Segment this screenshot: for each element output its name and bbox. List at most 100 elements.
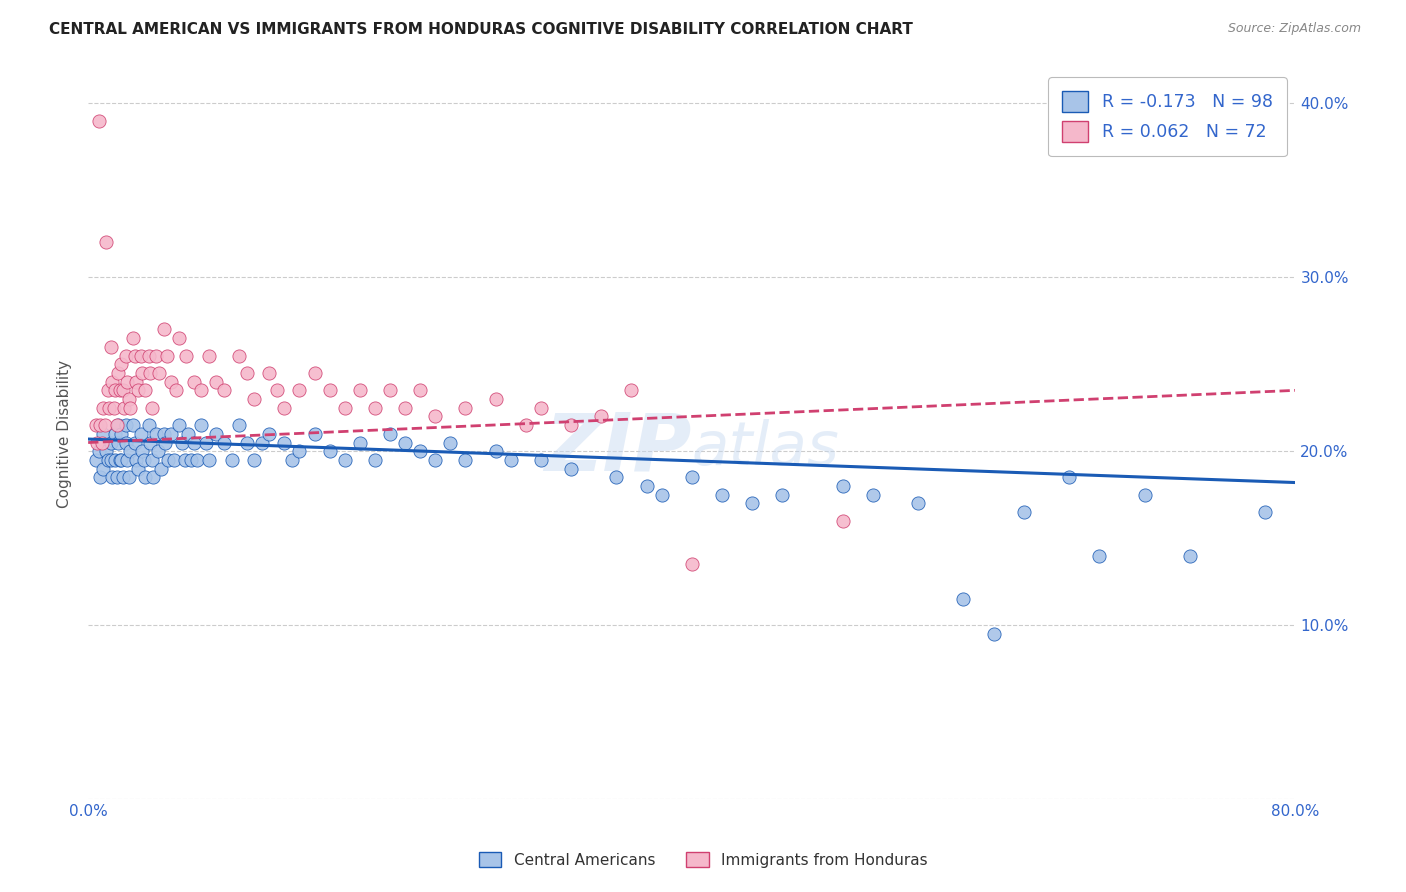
Point [132,453,155,467]
Point [454,453,477,467]
Point [485,444,508,458]
Point [122,331,145,345]
Point [266,384,288,398]
Point [198,453,221,467]
Point [120,401,142,415]
Point [110,426,132,441]
Point [167,331,190,345]
Point [183,435,205,450]
Point [681,470,703,484]
Point [96,444,118,458]
Point [107,366,129,380]
Point [228,418,250,433]
Point [111,384,134,398]
Point [1178,549,1201,563]
Point [87,444,110,458]
Point [117,375,139,389]
Point [177,426,200,441]
Point [831,479,853,493]
Point [125,375,148,389]
Point [100,453,122,467]
Text: Source: ZipAtlas.com: Source: ZipAtlas.com [1227,22,1361,36]
Point [318,384,340,398]
Point [139,435,162,450]
Point [485,392,508,406]
Point [180,453,202,467]
Point [205,375,228,389]
Point [157,453,180,467]
Point [160,375,183,389]
Point [273,435,295,450]
Point [1254,505,1277,519]
Point [174,349,197,363]
Point [91,461,114,475]
Point [141,401,163,415]
Point [105,470,128,484]
Point [228,349,250,363]
Point [243,453,266,467]
Point [97,384,120,398]
Point [304,426,326,441]
Point [120,444,142,458]
Point [439,435,461,450]
Point [304,366,326,380]
Point [257,426,280,441]
Point [145,349,167,363]
Point [110,453,132,467]
Point [1012,505,1035,519]
Point [364,453,387,467]
Point [257,366,280,380]
Point [118,470,141,484]
Point [97,453,120,467]
Point [394,435,416,450]
Y-axis label: Cognitive Disability: Cognitive Disability [58,359,72,508]
Point [131,366,153,380]
Point [530,401,553,415]
Point [163,453,186,467]
Point [101,470,124,484]
Point [273,401,295,415]
Point [112,401,135,415]
Point [91,401,114,415]
Point [560,461,582,475]
Point [515,418,537,433]
Point [190,384,212,398]
Point [91,426,114,441]
Point [152,322,174,336]
Point [108,384,131,398]
Point [145,426,167,441]
Point [952,592,974,607]
Point [170,435,193,450]
Point [100,340,122,354]
Point [104,453,127,467]
Point [105,418,128,433]
Point [110,357,132,371]
Point [111,470,134,484]
Point [530,453,553,467]
Point [124,349,146,363]
Legend: R = -0.173   N = 98, R = 0.062   N = 72: R = -0.173 N = 98, R = 0.062 N = 72 [1047,78,1286,156]
Point [124,435,146,450]
Legend: Central Americans, Immigrants from Honduras: Central Americans, Immigrants from Hondu… [472,846,934,873]
Point [333,401,356,415]
Point [125,453,148,467]
Point [152,426,174,441]
Point [139,366,162,380]
Point [1088,549,1111,563]
Point [165,384,187,398]
Point [205,426,228,441]
Point [89,470,111,484]
Point [250,435,273,450]
Point [141,453,163,467]
Point [127,461,149,475]
Point [84,418,107,433]
Point [117,453,139,467]
Point [378,426,401,441]
Point [560,418,582,433]
Point [636,479,658,493]
Point [907,496,929,510]
Point [454,401,477,415]
Point [349,435,371,450]
Point [651,488,673,502]
Point [681,558,703,572]
